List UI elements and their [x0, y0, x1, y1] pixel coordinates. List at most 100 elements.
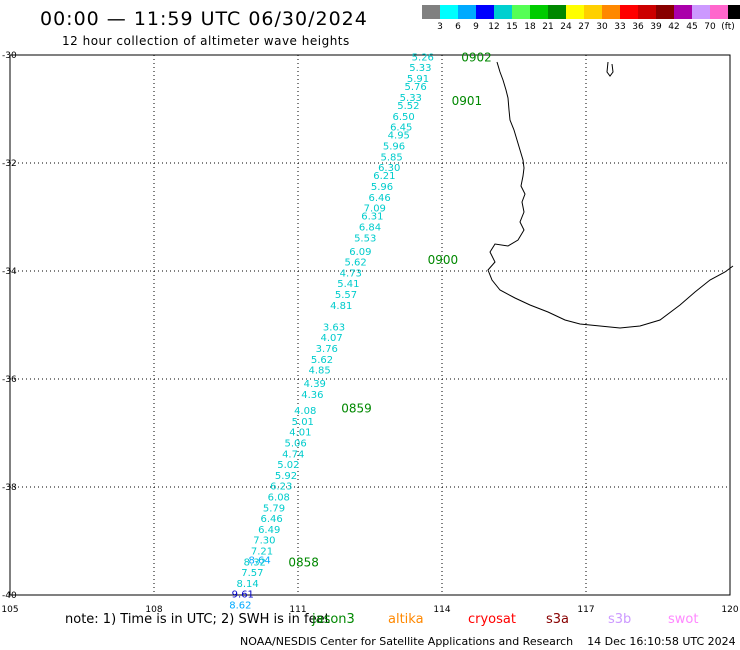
legend-swatch	[440, 5, 458, 19]
legend-swatch	[710, 5, 728, 19]
legend-swatch	[638, 5, 656, 19]
legend-swatch	[494, 5, 512, 19]
wave-height-value: 4.08	[294, 406, 316, 417]
wave-height-value: 6.49	[258, 525, 280, 536]
wave-height-value: 7.21	[251, 547, 273, 558]
legend-label: 6	[455, 22, 461, 32]
wave-height-value: 3.63	[323, 322, 345, 333]
legend-swatch	[530, 5, 548, 19]
wave-height-value: 6.08	[268, 493, 290, 504]
legend-swatch	[728, 5, 740, 19]
wave-height-value: 6.21	[373, 171, 395, 182]
legend-label: 33	[614, 22, 626, 32]
wave-height-value: 8.62	[229, 601, 251, 612]
legend-swatch	[602, 5, 620, 19]
legend-label: 45	[686, 22, 698, 32]
satellite-name: swot	[668, 612, 699, 627]
latitude-tick-label: -36	[2, 375, 17, 385]
pass-time-label: 0900	[428, 253, 459, 267]
wave-height-value: 4.85	[308, 366, 330, 377]
legend-label: 9	[473, 22, 479, 32]
longitude-tick-label: 114	[433, 605, 450, 615]
legend-label: 12	[488, 22, 500, 32]
wave-height-value: 3.76	[316, 344, 338, 355]
wave-height-value: 5.06	[284, 439, 306, 450]
color-legend	[422, 5, 740, 19]
wave-height-value: 5.41	[337, 279, 359, 290]
wave-height-value: 6.46	[260, 514, 282, 525]
legend-swatch	[620, 5, 638, 19]
wave-height-value: 7.09	[364, 204, 386, 215]
legend-swatch	[512, 5, 530, 19]
wave-height-value: 4.81	[330, 301, 352, 312]
credit-text: NOAA/NESDIS Center for Satellite Applica…	[240, 635, 574, 648]
latitude-tick-label: -40	[2, 591, 17, 601]
wave-height-value: 4.74	[282, 449, 304, 460]
longitude-tick-label: 105	[1, 605, 18, 615]
wave-height-value: 6.23	[270, 482, 292, 493]
wave-height-value: 5.91	[407, 74, 429, 85]
wave-height-value: 4.73	[340, 268, 362, 279]
latitude-tick-label: -38	[2, 483, 17, 493]
graticule	[10, 55, 730, 595]
wave-height-value: 5.76	[404, 82, 426, 93]
legend-label: 18	[524, 22, 536, 32]
wave-height-value: 5.96	[371, 182, 393, 193]
wave-height-value: 6.50	[392, 112, 414, 123]
wave-height-value: 4.95	[388, 131, 410, 142]
legend-label: 42	[668, 22, 680, 32]
legend-label: 39	[650, 22, 662, 32]
wave-height-value: 8.64	[248, 556, 270, 567]
wave-height-value: 7.30	[253, 536, 275, 547]
pass-time-label: 0859	[341, 402, 372, 416]
wave-height-value: 8.14	[236, 579, 258, 590]
latitude-labels: -30 -32 -34 -36 -38 -40	[2, 51, 17, 601]
wave-height-value: 5.57	[335, 290, 357, 301]
legend-label: 30	[596, 22, 608, 32]
latitude-tick-label: -34	[2, 267, 17, 277]
legend-label: 24	[560, 22, 572, 32]
latitude-tick-label: -32	[2, 159, 17, 169]
wave-height-value: 6.09	[349, 247, 371, 258]
legend-swatch	[692, 5, 710, 19]
legend-swatch	[476, 5, 494, 19]
pass-time-label: 0858	[288, 556, 319, 570]
wave-height-value: 5.26	[412, 52, 434, 63]
wave-height-value: 5.96	[383, 142, 405, 153]
satellite-name: s3b	[608, 612, 632, 627]
wave-height-value: 5.85	[380, 152, 402, 163]
satellite-name: altika	[388, 612, 424, 627]
legend-label: 3	[437, 22, 443, 32]
wave-height-value: 4.36	[301, 390, 323, 401]
satellite-name: jason3	[312, 612, 355, 627]
legend-swatch	[422, 5, 440, 19]
wave-height-value: 9.61	[232, 590, 254, 601]
legend-swatch	[458, 5, 476, 19]
wave-height-value: 6.30	[378, 163, 400, 174]
longitude-tick-label: 111	[289, 605, 306, 615]
longitude-tick-label: 117	[577, 605, 594, 615]
satellite-track: 5.265.335.915.765.335.526.506.454.955.96…	[229, 52, 434, 611]
wave-height-value: 5.62	[311, 355, 333, 366]
satellite-name: s3a	[546, 612, 570, 627]
time-labels: 0902 0901 0900 0859 0858	[288, 51, 491, 570]
legend-label: 70	[704, 22, 716, 32]
legend-label: (ft)	[721, 22, 735, 32]
wave-height-value: 6.84	[359, 223, 381, 234]
wave-height-value: 5.33	[409, 63, 431, 74]
timestamp: 14 Dec 16:10:58 UTC 2024	[587, 635, 736, 648]
wave-height-value: 4.01	[289, 428, 311, 439]
wave-height-value: 5.92	[275, 471, 297, 482]
wave-height-value: 5.53	[354, 233, 376, 244]
wave-height-value: 5.52	[397, 101, 419, 112]
footer-credit: NOAA/NESDIS Center for Satellite Applica…	[240, 635, 736, 648]
legend-swatch	[674, 5, 692, 19]
legend-label: 15	[506, 22, 518, 32]
coastline-inlet	[606, 61, 614, 77]
wave-height-value: 5.33	[400, 93, 422, 104]
australia-coastline	[487, 61, 734, 329]
latitude-tick-label: -30	[2, 51, 17, 61]
wave-height-value: 5.01	[292, 417, 314, 428]
note-text: note: 1) Time is in UTC; 2) SWH is in fe…	[65, 612, 330, 627]
